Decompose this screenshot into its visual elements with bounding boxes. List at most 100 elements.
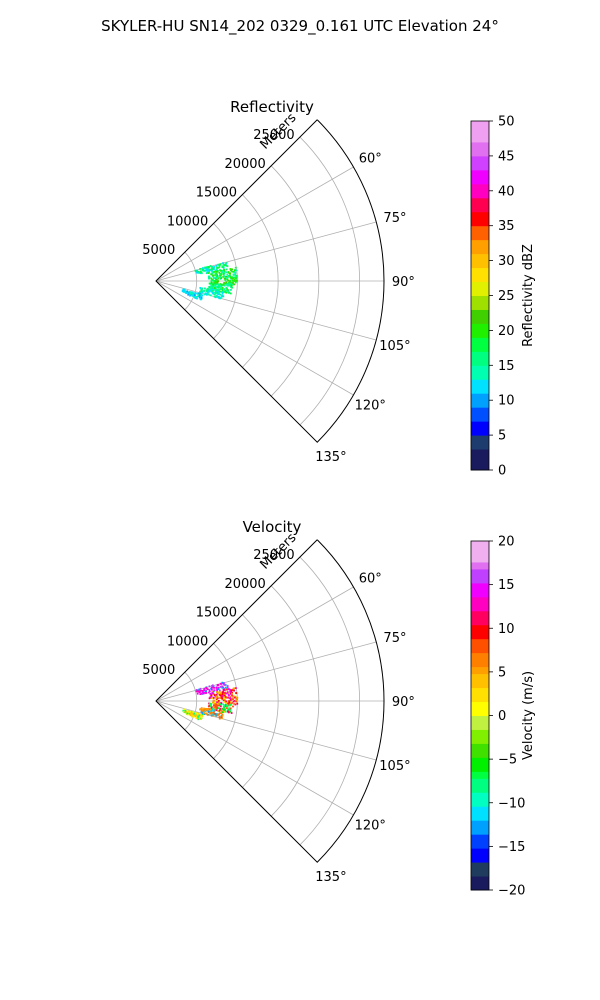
velocity-echo-point xyxy=(221,696,223,699)
velocity-echo-point xyxy=(217,692,220,694)
velocity-echo-point xyxy=(209,710,212,713)
reflectivity-azimuth-gridline-0 xyxy=(155,166,354,282)
velocity-radial-tick-label: 5000 xyxy=(142,663,175,678)
velocity-colorbar-segment xyxy=(471,624,489,633)
reflectivity-colorbar-segment xyxy=(471,260,489,269)
velocity-echo-point xyxy=(228,693,231,696)
velocity-echo-point xyxy=(224,684,227,686)
velocity-echo-point xyxy=(226,685,229,687)
reflectivity-echo-point xyxy=(210,282,213,284)
velocity-colorbar-segment xyxy=(471,750,489,758)
reflectivity-echo-point xyxy=(219,288,222,291)
velocity-echo-point xyxy=(214,705,217,708)
velocity-echo-point xyxy=(222,686,225,689)
reflectivity-echo-point xyxy=(206,268,209,271)
reflectivity-colorbar-segment xyxy=(471,344,489,352)
velocity-echo-point xyxy=(218,709,221,712)
velocity-echo-point xyxy=(199,693,202,696)
reflectivity-echo-point xyxy=(182,288,185,291)
velocity-echo-point xyxy=(228,695,231,698)
velocity-colorbar-segment xyxy=(471,547,489,556)
reflectivity-echo-point xyxy=(214,287,217,290)
reflectivity-echo-point xyxy=(217,266,220,269)
reflectivity-echo-point xyxy=(222,262,224,264)
reflectivity-echo-point xyxy=(203,290,206,292)
velocity-echo-point xyxy=(228,707,231,710)
reflectivity-azimuth-tick-label: 120° xyxy=(355,399,386,414)
velocity-echo-point xyxy=(221,714,224,717)
reflectivity-colorbar-segment xyxy=(471,134,489,143)
velocity-echo-point xyxy=(196,690,198,693)
velocity-echo-point xyxy=(207,710,210,713)
velocity-radial-tick-label: 25000 xyxy=(253,548,294,563)
velocity-echo-point xyxy=(216,704,218,707)
velocity-echo-point xyxy=(189,711,192,713)
reflectivity-echo-point xyxy=(218,264,221,267)
reflectivity-azimuth-tick-label: 75° xyxy=(383,211,406,226)
velocity-azimuth-tick-label: 90° xyxy=(392,695,415,710)
reflectivity-colorbar-segment xyxy=(471,337,489,345)
velocity-echo-point xyxy=(224,710,227,713)
reflectivity-colorbar-segment xyxy=(471,379,489,387)
velocity-echo-point xyxy=(215,714,218,717)
velocity-echo-point xyxy=(212,696,215,699)
reflectivity-echo-point xyxy=(210,277,213,280)
velocity-colorbar-segment xyxy=(471,659,489,668)
velocity-colorbar-segment xyxy=(471,799,489,807)
velocity-echo-point xyxy=(233,689,236,692)
velocity-echo-point xyxy=(209,704,212,707)
reflectivity-echo-point xyxy=(223,277,226,280)
reflectivity-colorbar-tick-label: 45 xyxy=(498,149,515,164)
reflectivity-colorbar-segment xyxy=(471,253,489,262)
reflectivity-echo-point xyxy=(219,285,222,288)
reflectivity-echo-point xyxy=(210,273,213,276)
reflectivity-echo-point xyxy=(202,267,204,269)
reflectivity-echo-point xyxy=(208,286,211,289)
reflectivity-echo-point xyxy=(207,291,209,294)
reflectivity-colorbar-segment xyxy=(471,197,489,206)
velocity-echo-point xyxy=(235,698,238,700)
velocity-echo-point xyxy=(233,687,236,690)
reflectivity-colorbar-segment xyxy=(471,267,489,276)
reflectivity-colorbar-segment xyxy=(471,183,489,192)
reflectivity-echo-point xyxy=(195,295,197,298)
reflectivity-echo-point xyxy=(187,293,190,296)
reflectivity-radial-tick-label: 20000 xyxy=(224,157,265,172)
reflectivity-echo-point xyxy=(224,290,227,293)
velocity-echo-point xyxy=(222,706,225,708)
reflectivity-echo-point xyxy=(233,283,236,286)
reflectivity-echo-point xyxy=(222,295,225,298)
reflectivity-echo-point xyxy=(228,280,231,283)
reflectivity-echo-point xyxy=(189,292,191,295)
velocity-echo-point xyxy=(235,687,237,690)
velocity-colorbar-tick-label: 20 xyxy=(498,535,515,550)
velocity-echo-point xyxy=(227,708,230,711)
reflectivity-echo-point xyxy=(221,288,224,291)
velocity-echo-point xyxy=(219,702,221,705)
velocity-echo-point xyxy=(218,717,221,720)
reflectivity-echo-point xyxy=(213,293,216,296)
reflectivity-colorbar-segment xyxy=(471,463,489,471)
velocity-echo-point xyxy=(234,699,236,702)
velocity-colorbar-segment xyxy=(471,785,489,793)
velocity-echo-point xyxy=(223,694,226,697)
reflectivity-colorbar-tick-label: 40 xyxy=(498,184,515,199)
reflectivity-echo-point xyxy=(232,280,235,283)
reflectivity-echo-point xyxy=(208,290,211,293)
velocity-echo-point xyxy=(184,709,187,712)
velocity-colorbar-segment xyxy=(471,541,489,549)
reflectivity-colorbar-segment xyxy=(471,428,489,436)
reflectivity-echo-point xyxy=(228,291,231,294)
velocity-echo-point xyxy=(226,692,229,695)
reflectivity-echo-point xyxy=(211,266,213,269)
reflectivity-echo-point xyxy=(218,283,221,286)
velocity-echo-point xyxy=(216,697,219,699)
velocity-echo-point xyxy=(200,689,203,692)
reflectivity-colorbar-segment xyxy=(471,225,489,234)
velocity-echo-point xyxy=(234,703,237,706)
velocity-echo-point xyxy=(226,686,229,689)
velocity-echo-point xyxy=(215,691,218,693)
reflectivity-echo-point xyxy=(234,274,237,276)
velocity-echo-point xyxy=(223,697,226,700)
figure-suptitle: SKYLER-HU SN14_202 0329_0.161 UTC Elevat… xyxy=(101,17,499,36)
